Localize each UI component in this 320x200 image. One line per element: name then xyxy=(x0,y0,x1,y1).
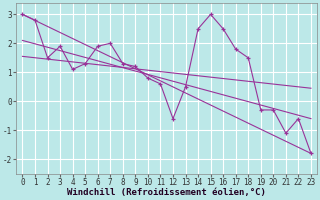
X-axis label: Windchill (Refroidissement éolien,°C): Windchill (Refroidissement éolien,°C) xyxy=(67,188,266,197)
